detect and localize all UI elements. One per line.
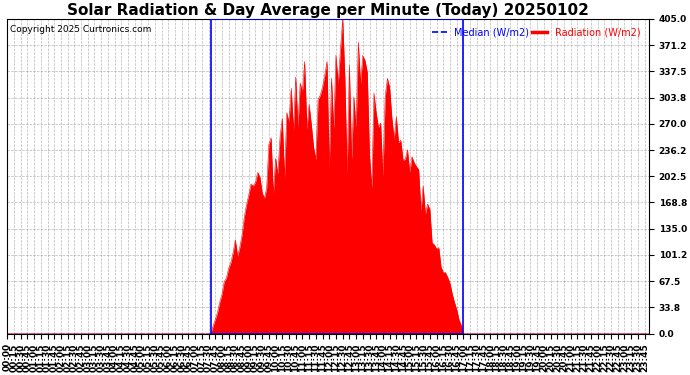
Text: Copyright 2025 Curtronics.com: Copyright 2025 Curtronics.com	[10, 25, 152, 34]
Bar	[210, 19, 464, 334]
Legend: Median (W/m2), Radiation (W/m2): Median (W/m2), Radiation (W/m2)	[428, 24, 644, 42]
Title: Solar Radiation & Day Average per Minute (Today) 20250102: Solar Radiation & Day Average per Minute…	[67, 3, 589, 18]
